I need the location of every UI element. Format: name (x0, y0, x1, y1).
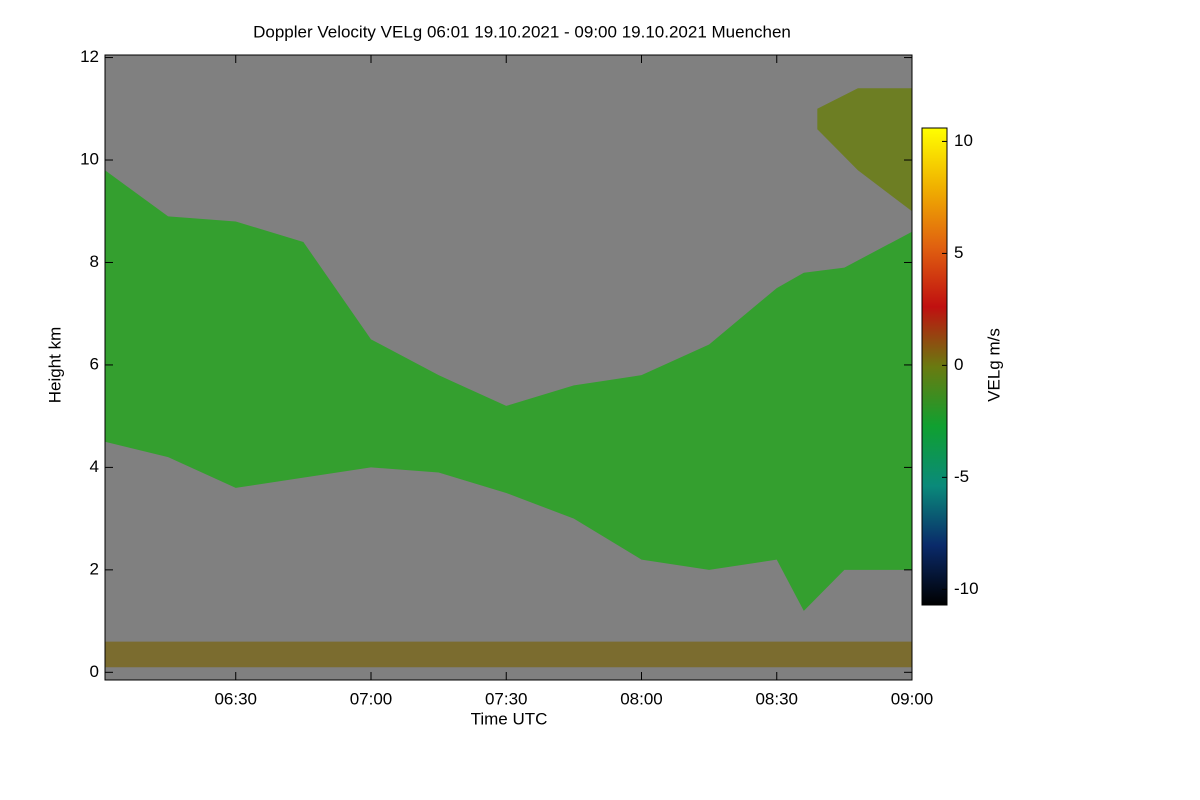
colorbar-tick-label: 5 (954, 243, 963, 262)
colorbar-tick-label: 10 (954, 131, 973, 150)
plot-field (105, 88, 912, 668)
echo-layer (817, 88, 912, 212)
echo-layer (105, 170, 912, 611)
y-tick-label: 8 (90, 252, 99, 271)
colorbar (921, 127, 948, 606)
y-tick-label: 12 (80, 47, 99, 66)
colorbar-tick-label: -10 (954, 579, 979, 598)
x-axis-label: Time UTC (471, 709, 548, 728)
chart-title: Doppler Velocity VELg 06:01 19.10.2021 -… (253, 22, 791, 41)
y-tick-label: 10 (80, 150, 99, 169)
y-tick-label: 0 (90, 662, 99, 681)
x-tick-label: 07:30 (485, 689, 528, 708)
x-tick-label: 08:00 (620, 689, 663, 708)
echo-layer (105, 641, 912, 668)
colorbar-label: VELg m/s (984, 328, 1003, 402)
x-tick-label: 08:30 (755, 689, 798, 708)
colorbar-tick-label: -5 (954, 467, 969, 486)
y-tick-label: 6 (90, 354, 99, 373)
y-tick-label: 2 (90, 559, 99, 578)
x-tick-label: 09:00 (891, 689, 934, 708)
colorbar-tick-label: 0 (954, 355, 963, 374)
y-axis-label: Height km (45, 327, 64, 404)
x-tick-label: 07:00 (350, 689, 393, 708)
x-tick-label: 06:30 (214, 689, 257, 708)
plot-frame (104, 54, 913, 681)
y-tick-label: 4 (90, 457, 99, 476)
